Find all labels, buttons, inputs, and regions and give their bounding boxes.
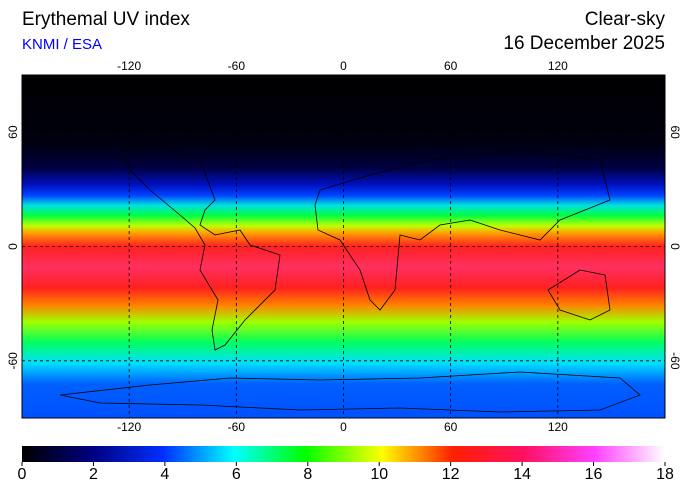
lat-tick-label: 60 <box>6 125 20 139</box>
lon-tick-label: 0 <box>340 59 347 73</box>
colorbar-tick-label: 14 <box>513 466 531 483</box>
condition: Clear-sky <box>585 9 666 30</box>
lat-tick-label: 60 <box>668 125 682 139</box>
lon-tick-label: -60 <box>228 59 246 73</box>
colorbar-tick-label: 12 <box>442 466 460 483</box>
colorbar-tick-label: 16 <box>585 466 603 483</box>
antarctica <box>59 371 641 413</box>
coastlines <box>59 144 641 413</box>
lon-tick-label: -120 <box>117 59 141 73</box>
lat-tick-label: 0 <box>6 243 20 250</box>
lon-tick-label: 120 <box>548 420 568 434</box>
colorbar-tick-label: 4 <box>160 466 169 483</box>
colorbar <box>22 446 665 462</box>
title: Erythemal UV index <box>22 9 190 30</box>
colorbar-tick-label: 0 <box>18 466 27 483</box>
colorbar-tick-label: 10 <box>370 466 388 483</box>
lon-tick-label: 60 <box>444 420 458 434</box>
australia <box>547 269 611 321</box>
colorbar-tick-label: 6 <box>232 466 241 483</box>
americas <box>119 144 281 351</box>
lat-tick-label: -60 <box>668 352 682 370</box>
lat-tick-label: 0 <box>668 243 682 250</box>
lon-tick-label: -120 <box>117 420 141 434</box>
lon-tick-label: 60 <box>444 59 458 73</box>
colorbar-tick-label: 8 <box>303 466 312 483</box>
afro-eurasia <box>314 149 611 311</box>
date: 16 December 2025 <box>503 33 665 54</box>
lon-tick-label: 0 <box>340 420 347 434</box>
lon-tick-label: 120 <box>548 59 568 73</box>
lat-tick-label: -60 <box>6 352 20 370</box>
colorbar-tick-label: 2 <box>89 466 98 483</box>
source: KNMI / ESA <box>22 36 102 53</box>
colorbar-tick-label: 18 <box>656 466 674 483</box>
lon-tick-label: -60 <box>228 420 246 434</box>
